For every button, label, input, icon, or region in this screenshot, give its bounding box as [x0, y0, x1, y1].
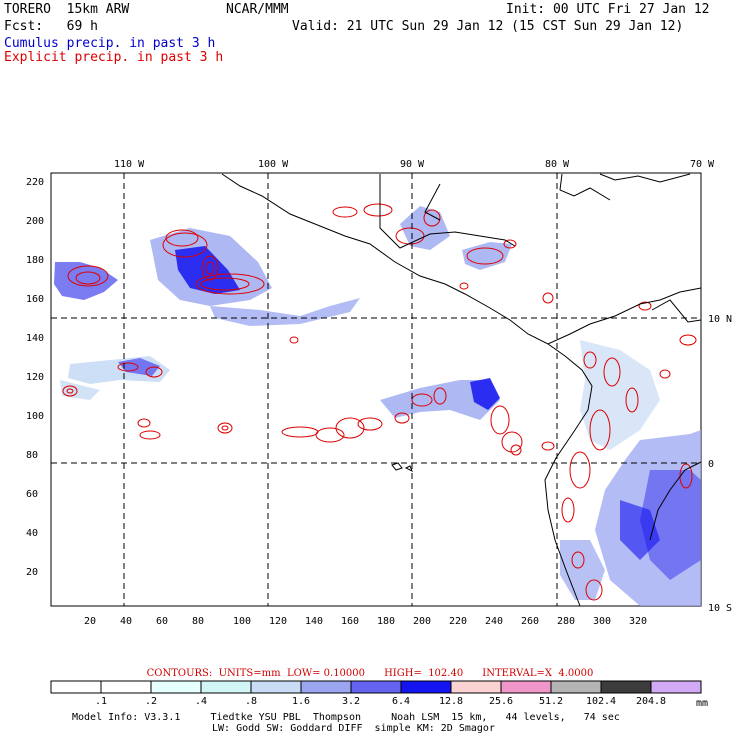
- colorbar-label: .1: [95, 696, 107, 707]
- colorbar-cell: [350, 680, 402, 694]
- x-tick: 60: [156, 616, 168, 627]
- y-tick: 180: [26, 255, 44, 266]
- x-tick: 160: [341, 616, 359, 627]
- field-explicit-label: Explicit precip. in past 3 h: [4, 50, 224, 65]
- x-tick: 220: [449, 616, 467, 627]
- y-tick: 200: [26, 216, 44, 227]
- colorbar-label: 3.2: [342, 696, 360, 707]
- x-tick-labels: 20 40 60 80 100 120 140 160 180 200 220 …: [84, 616, 647, 627]
- y-tick-labels: 220 200 180 160 140 120 100 80 60 40 20: [26, 177, 44, 578]
- colorbar-cell: [400, 680, 452, 694]
- x-tick: 180: [377, 616, 395, 627]
- colorbar-label: 1.6: [292, 696, 310, 707]
- colorbar-cell: [250, 680, 302, 694]
- colorbar-label: 51.2: [539, 696, 563, 707]
- lon-label: 70 W: [690, 159, 715, 170]
- colorbar-cell: [100, 680, 152, 694]
- y-tick: 40: [26, 528, 38, 539]
- colorbar-cell: [600, 680, 652, 694]
- x-tick: 20: [84, 616, 96, 627]
- x-tick: 320: [629, 616, 647, 627]
- y-tick: 60: [26, 489, 38, 500]
- y-tick: 80: [26, 450, 38, 461]
- colorbar-label: 25.6: [489, 696, 513, 707]
- colorbar-label: .2: [145, 696, 157, 707]
- lat-label: 10 S: [708, 603, 732, 614]
- lat-label: 10 N: [708, 314, 732, 325]
- valid-time: Valid: 21 UTC Sun 29 Jan 12 (15 CST Sun …: [292, 19, 684, 34]
- contour-info: CONTOURS: UNITS=mm LOW= 0.10000 HIGH= 10…: [146, 668, 594, 679]
- latitude-labels: 10 N 0 10 S: [708, 314, 732, 614]
- colorbar-cell: [500, 680, 552, 694]
- lon-label: 100 W: [258, 159, 289, 170]
- x-tick: 40: [120, 616, 132, 627]
- x-tick: 120: [269, 616, 287, 627]
- init-time: Init: 00 UTC Fri 27 Jan 12: [506, 2, 710, 17]
- x-tick: 280: [557, 616, 575, 627]
- graticule: [51, 173, 701, 606]
- x-tick: 240: [485, 616, 503, 627]
- colorbar-cell: [550, 680, 602, 694]
- x-tick: 80: [192, 616, 204, 627]
- coastlines: [221, 173, 702, 607]
- y-tick: 100: [26, 411, 44, 422]
- y-tick: 140: [26, 333, 44, 344]
- x-tick: 100: [233, 616, 251, 627]
- colorbar-cell: [650, 680, 702, 694]
- model-info-line1: Model Info: V3.3.1 Tiedtke YSU PBL Thomp…: [72, 712, 620, 723]
- lon-label: 80 W: [545, 159, 570, 170]
- lon-label: 90 W: [400, 159, 425, 170]
- x-tick: 200: [413, 616, 431, 627]
- y-tick: 120: [26, 372, 44, 383]
- y-tick: 220: [26, 177, 44, 188]
- colorbar-label: 12.8: [439, 696, 463, 707]
- x-tick: 260: [521, 616, 539, 627]
- colorbar-cell: [200, 680, 252, 694]
- colorbar-cell: [50, 680, 102, 694]
- y-tick: 160: [26, 294, 44, 305]
- x-tick: 140: [305, 616, 323, 627]
- center-name: NCAR/MMM: [226, 2, 289, 17]
- forecast-hour: Fcst: 69 h: [4, 19, 98, 34]
- lat-label: 0: [708, 459, 714, 470]
- colorbar-cell: [300, 680, 352, 694]
- lon-label: 110 W: [114, 159, 145, 170]
- colorbar-label: .8: [245, 696, 257, 707]
- longitude-labels: 110 W 100 W 90 W 80 W 70 W: [114, 159, 715, 170]
- y-tick: 20: [26, 567, 38, 578]
- colorbar: [50, 680, 702, 694]
- colorbar-cell: [150, 680, 202, 694]
- model-info-line2: LW: Godd SW: Goddard DIFF simple KM: 2D …: [212, 723, 495, 734]
- colorbar-unit: mm: [696, 698, 708, 709]
- colorbar-label: 204.8: [636, 696, 666, 707]
- colorbar-label: .4: [195, 696, 207, 707]
- field-cumulus-label: Cumulus precip. in past 3 h: [4, 36, 216, 51]
- colorbar-label: 102.4: [586, 696, 616, 707]
- colorbar-cell: [450, 680, 502, 694]
- model-title: TORERO 15km ARW: [4, 2, 130, 17]
- x-tick: 300: [593, 616, 611, 627]
- colorbar-labels: .1 .2 .4 .8 1.6 3.2 6.4 12.8 25.6 51.2 102.4 204.8: [95, 696, 666, 707]
- colorbar-label: 6.4: [392, 696, 410, 707]
